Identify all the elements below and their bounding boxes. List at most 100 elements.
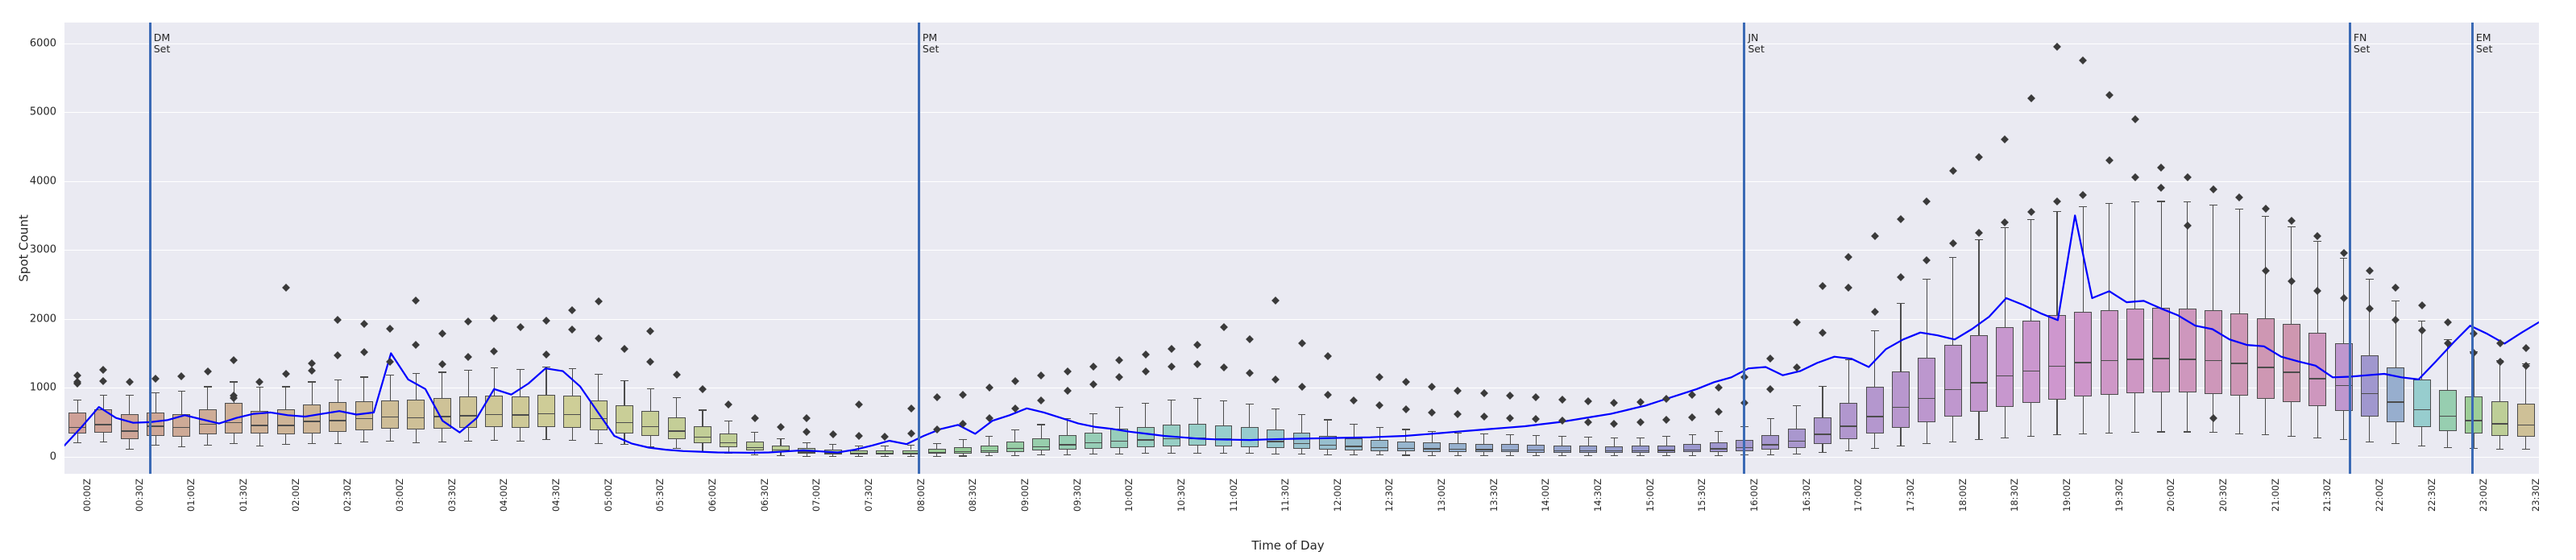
whisker-cap-hi	[1584, 437, 1592, 438]
box-iqr	[849, 450, 868, 455]
box-iqr	[1840, 402, 1858, 440]
whisker-cap-lo	[1923, 443, 1931, 445]
box-iqr	[2256, 317, 2275, 399]
whisker-cap-hi	[1323, 419, 1332, 421]
whisker-lower	[545, 426, 547, 440]
whisker-upper	[1067, 417, 1068, 436]
whisker-lower	[2004, 407, 2006, 438]
whisker-upper	[1327, 419, 1329, 436]
box-iqr	[1787, 428, 1806, 448]
median-line	[329, 420, 347, 421]
whisker-upper	[180, 390, 182, 414]
whisker-upper	[936, 442, 938, 450]
whisker-cap-lo	[125, 449, 134, 450]
median-line	[1006, 447, 1024, 450]
box-iqr	[433, 397, 451, 429]
median-line	[1032, 446, 1051, 448]
median-line	[1267, 441, 1285, 442]
median-line	[2308, 378, 2327, 380]
x-axis-tick-label: 07:30Z	[862, 479, 874, 512]
whisker-lower	[1952, 417, 1954, 442]
whisker-upper	[2317, 241, 2318, 333]
whisker-lower	[520, 427, 521, 441]
median-line	[2387, 401, 2405, 403]
median-line	[589, 417, 608, 420]
whisker-cap-lo	[881, 455, 890, 458]
grid-line	[64, 112, 2539, 114]
box-iqr	[1605, 446, 1624, 454]
whisker-lower	[285, 434, 287, 445]
whisker-cap-lo	[828, 455, 837, 457]
whisker-lower	[1014, 451, 1016, 455]
whisker-cap-lo	[1766, 454, 1775, 455]
whisker-upper	[1483, 433, 1485, 444]
median-line	[1761, 444, 1780, 446]
whisker-lower	[1222, 446, 1225, 453]
whisker-cap-lo	[177, 446, 186, 447]
whisker-cap-lo	[750, 454, 759, 456]
median-line	[2491, 423, 2509, 425]
whisker-lower	[780, 452, 782, 455]
whisker-upper	[1640, 437, 1641, 446]
whisker-cap-lo	[2495, 448, 2504, 450]
x-axis-tick-label: 16:00Z	[1748, 479, 1761, 512]
whisker-cap-lo	[2157, 431, 2166, 433]
box-iqr	[2282, 324, 2300, 403]
box-iqr	[1553, 445, 1571, 453]
box-iqr	[1579, 446, 1598, 454]
whisker-upper	[1222, 400, 1225, 425]
whisker-upper	[1691, 433, 1693, 445]
y-axis-tick-label: 3000	[29, 243, 56, 256]
whisker-cap-lo	[1037, 454, 1046, 456]
whisker-cap-hi	[568, 368, 577, 370]
whisker-upper	[467, 369, 469, 397]
whisker-cap-lo	[73, 442, 81, 443]
whisker-lower	[2160, 392, 2162, 432]
whisker-cap-hi	[933, 442, 941, 444]
whisker-lower	[2265, 398, 2267, 435]
whisker-cap-hi	[2053, 211, 2061, 213]
x-axis-tick-label: 01:30Z	[238, 479, 250, 512]
whisker-cap-lo	[2053, 434, 2061, 436]
x-axis-tick-label: 22:00Z	[2373, 479, 2385, 512]
median-line	[720, 442, 738, 444]
whisker-cap-hi	[1193, 397, 1202, 400]
whisker-lower	[207, 434, 209, 446]
x-axis-tick-label: 14:00Z	[1540, 479, 1552, 512]
whisker-lower	[2291, 402, 2292, 436]
whisker-lower	[962, 453, 964, 456]
whisker-cap-lo	[1714, 454, 1723, 456]
whisker-upper	[102, 394, 105, 409]
whisker-upper	[2134, 201, 2136, 309]
whisker-cap-lo	[1246, 453, 1254, 454]
whisker-cap-hi	[2261, 216, 2270, 218]
whisker-lower	[2343, 411, 2345, 440]
whisker-cap-hi	[2288, 226, 2296, 228]
whisker-cap-hi	[2026, 218, 2035, 220]
event-marker-label-line: Set	[2475, 43, 2493, 55]
whisker-cap-hi	[959, 439, 968, 441]
x-axis-tick-label: 21:30Z	[2321, 479, 2333, 512]
whisker-cap-hi	[2079, 206, 2088, 208]
median-line	[616, 421, 633, 424]
median-line	[1709, 448, 1728, 450]
whisker-upper	[1900, 302, 1902, 372]
whisker-cap-lo	[2288, 435, 2296, 438]
x-axis-tick-label: 11:30Z	[1280, 479, 1292, 512]
whisker-cap-hi	[699, 409, 707, 411]
x-axis-tick-label: 06:00Z	[706, 479, 718, 512]
whisker-cap-lo	[2261, 434, 2270, 436]
x-axis-tick-label: 02:30Z	[342, 479, 354, 512]
box-iqr	[2412, 379, 2431, 427]
x-axis-tick-label: 13:30Z	[1487, 479, 1500, 512]
whisker-cap-lo	[203, 445, 212, 446]
whisker-cap-lo	[672, 448, 681, 450]
x-axis-tick-label: 05:00Z	[602, 479, 614, 512]
whisker-upper	[2160, 201, 2162, 308]
box-iqr	[1449, 442, 1467, 453]
median-line	[1162, 438, 1180, 440]
whisker-upper	[702, 409, 703, 426]
whisker-lower	[1197, 446, 1198, 453]
median-line	[172, 426, 191, 429]
